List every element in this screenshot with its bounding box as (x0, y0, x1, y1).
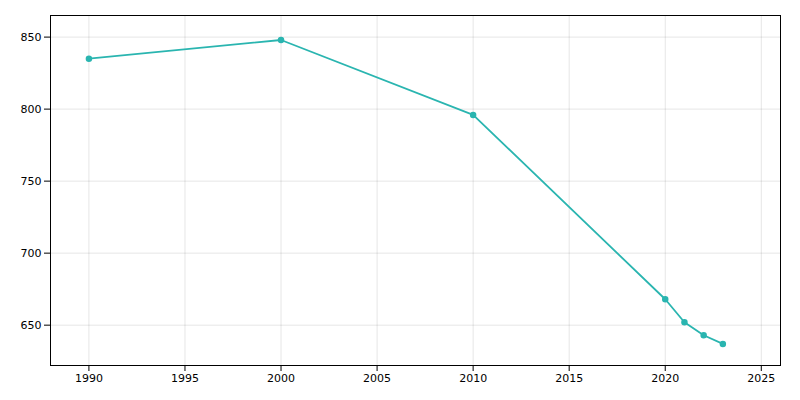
svg-text:2010: 2010 (459, 372, 487, 385)
svg-text:2015: 2015 (555, 372, 583, 385)
svg-text:650: 650 (21, 319, 42, 332)
svg-text:1990: 1990 (75, 372, 103, 385)
svg-text:2000: 2000 (267, 372, 295, 385)
svg-text:2025: 2025 (747, 372, 775, 385)
svg-text:1995: 1995 (171, 372, 199, 385)
svg-text:850: 850 (21, 31, 42, 44)
svg-text:700: 700 (21, 247, 42, 260)
svg-text:2005: 2005 (363, 372, 391, 385)
svg-text:800: 800 (21, 103, 42, 116)
svg-text:750: 750 (21, 175, 42, 188)
svg-text:2020: 2020 (651, 372, 679, 385)
